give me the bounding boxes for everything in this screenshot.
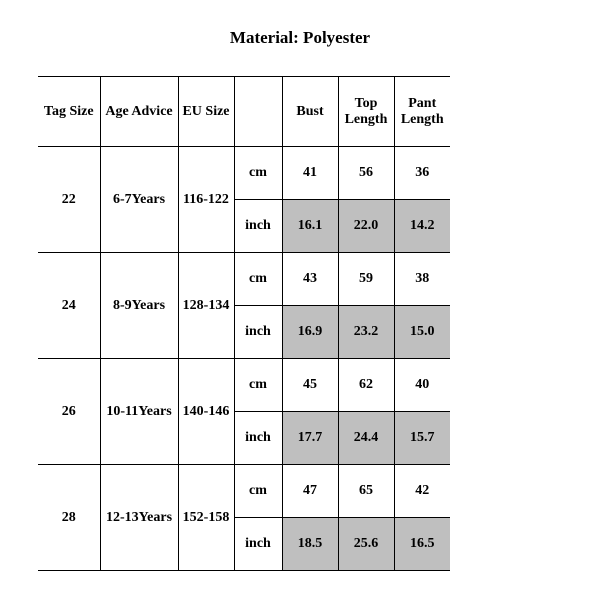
cell-pant-length: 36 (394, 147, 450, 200)
col-header-top-length: Top Length (338, 77, 394, 147)
table-row: 28 12-13Years 152-158 cm 47 65 42 (38, 465, 450, 518)
cell-unit-inch: inch (234, 518, 282, 571)
cell-top-length: 62 (338, 359, 394, 412)
cell-tag-size: 24 (38, 253, 100, 359)
cell-unit-inch: inch (234, 412, 282, 465)
cell-pant-length: 16.5 (394, 518, 450, 571)
cell-eu-size: 128-134 (178, 253, 234, 359)
cell-top-length: 56 (338, 147, 394, 200)
cell-pant-length: 14.2 (394, 200, 450, 253)
cell-age-advice: 10-11Years (100, 359, 178, 465)
cell-top-length: 22.0 (338, 200, 394, 253)
cell-pant-length: 38 (394, 253, 450, 306)
cell-unit-cm: cm (234, 465, 282, 518)
cell-tag-size: 28 (38, 465, 100, 571)
cell-eu-size: 116-122 (178, 147, 234, 253)
cell-pant-length: 15.0 (394, 306, 450, 359)
cell-age-advice: 6-7Years (100, 147, 178, 253)
cell-top-length: 23.2 (338, 306, 394, 359)
table-row: 24 8-9Years 128-134 cm 43 59 38 (38, 253, 450, 306)
cell-bust: 47 (282, 465, 338, 518)
cell-unit-inch: inch (234, 306, 282, 359)
cell-top-length: 24.4 (338, 412, 394, 465)
col-header-tag-size: Tag Size (38, 77, 100, 147)
cell-unit-cm: cm (234, 359, 282, 412)
cell-unit-inch: inch (234, 200, 282, 253)
cell-bust: 17.7 (282, 412, 338, 465)
cell-pant-length: 40 (394, 359, 450, 412)
cell-eu-size: 152-158 (178, 465, 234, 571)
cell-bust: 45 (282, 359, 338, 412)
col-header-bust: Bust (282, 77, 338, 147)
size-table: Tag Size Age Advice EU Size Bust Top Len… (38, 76, 450, 571)
cell-bust: 43 (282, 253, 338, 306)
cell-age-advice: 12-13Years (100, 465, 178, 571)
cell-unit-cm: cm (234, 147, 282, 200)
cell-pant-length: 15.7 (394, 412, 450, 465)
cell-top-length: 25.6 (338, 518, 394, 571)
col-header-eu-size: EU Size (178, 77, 234, 147)
cell-bust: 41 (282, 147, 338, 200)
table-row: 26 10-11Years 140-146 cm 45 62 40 (38, 359, 450, 412)
cell-eu-size: 140-146 (178, 359, 234, 465)
cell-unit-cm: cm (234, 253, 282, 306)
table-row: 22 6-7Years 116-122 cm 41 56 36 (38, 147, 450, 200)
cell-bust: 18.5 (282, 518, 338, 571)
table-body: 22 6-7Years 116-122 cm 41 56 36 inch 16.… (38, 147, 450, 571)
col-header-age-advice: Age Advice (100, 77, 178, 147)
cell-top-length: 65 (338, 465, 394, 518)
cell-tag-size: 26 (38, 359, 100, 465)
cell-age-advice: 8-9Years (100, 253, 178, 359)
page-title: Material: Polyester (0, 28, 600, 48)
cell-bust: 16.9 (282, 306, 338, 359)
cell-top-length: 59 (338, 253, 394, 306)
col-header-pant-length: Pant Length (394, 77, 450, 147)
cell-pant-length: 42 (394, 465, 450, 518)
cell-tag-size: 22 (38, 147, 100, 253)
col-header-unit (234, 77, 282, 147)
table-header-row: Tag Size Age Advice EU Size Bust Top Len… (38, 77, 450, 147)
page: Material: Polyester Tag Size Age Advice … (0, 0, 600, 600)
cell-bust: 16.1 (282, 200, 338, 253)
